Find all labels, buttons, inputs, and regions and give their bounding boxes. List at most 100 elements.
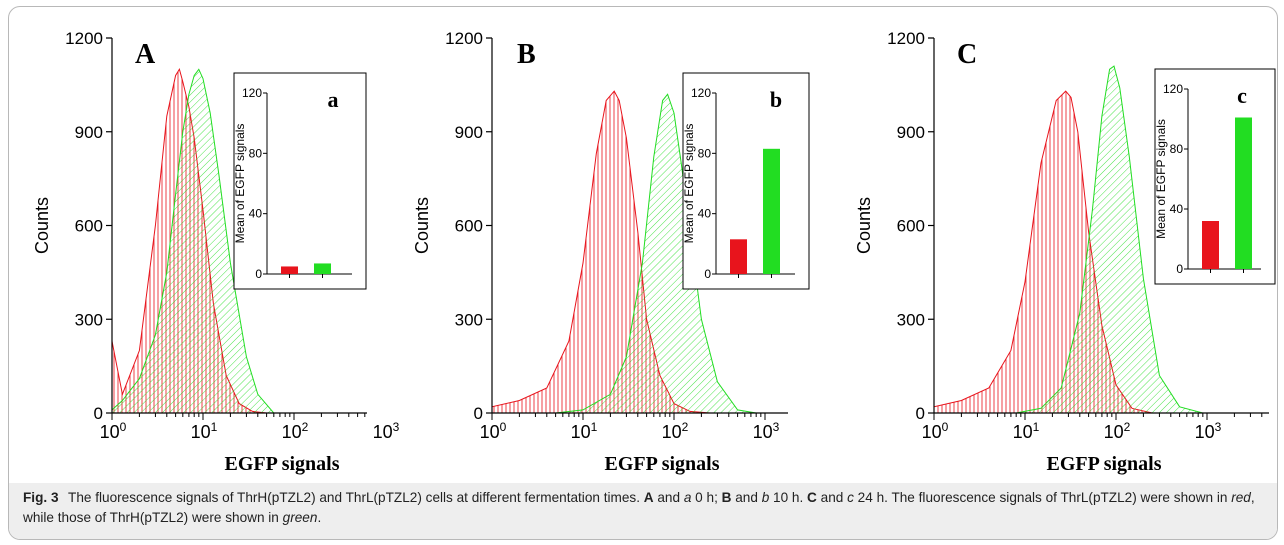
figure-caption: Fig. 3 The fluorescence signals of ThrH(…: [9, 483, 1277, 539]
inset-y-tick-label: 80: [1170, 142, 1184, 156]
x-tick-exponent: 0: [500, 420, 507, 434]
y-tick-label: 300: [455, 310, 483, 329]
series-green-histogram: [1016, 65, 1203, 414]
inset-y-tick-label: 40: [1170, 202, 1184, 216]
caption-fragment: c: [847, 490, 854, 505]
x-tick-exponent: 0: [120, 420, 127, 434]
panel-letter: A: [135, 39, 156, 70]
series-green-histogram: [111, 68, 275, 414]
y-axis-title: Counts: [412, 197, 432, 254]
inset-y-tick-label: 120: [242, 86, 262, 100]
inset-c: 0 40 80 120 Mean of EGFP signals c: [1154, 68, 1276, 285]
x-tick-exponent: 3: [773, 420, 780, 434]
inset-bar-green: [314, 263, 331, 274]
y-tick-label: 900: [897, 123, 925, 142]
x-tick-base: 10: [1195, 422, 1215, 442]
y-tick-label: 600: [455, 217, 483, 236]
x-tick-exponent: 1: [591, 420, 598, 434]
inset-bar-green: [763, 148, 780, 274]
x-tick-exponent: 3: [1215, 420, 1222, 434]
caption-fragment: B: [721, 490, 732, 505]
inset-bar-red: [281, 266, 298, 274]
inset-letter: c: [1237, 83, 1247, 108]
y-tick-label: 1200: [887, 29, 925, 48]
x-axis-title: EGFP signals: [1046, 453, 1161, 475]
caption-fragment: A: [643, 490, 654, 505]
x-tick-base: 10: [571, 422, 591, 442]
inset-y-tick-label: 40: [698, 207, 712, 221]
caption-label: Fig. 3: [23, 490, 59, 505]
caption-fragment: and: [731, 490, 762, 505]
inset-bar-green: [1235, 117, 1252, 269]
inset-bar-red: [1202, 221, 1219, 269]
caption-fragment: .: [317, 510, 322, 525]
x-tick-exponent: 2: [1124, 420, 1131, 434]
x-tick-exponent: 2: [302, 420, 309, 434]
inset-b: 0 40 80 120 Mean of EGFP signals b: [682, 72, 810, 290]
inset-letter: a: [328, 87, 339, 112]
caption-text: The fluorescence signals of ThrH(pTZL2) …: [23, 490, 1255, 525]
inset-y-tick-label: 120: [691, 86, 711, 100]
panel-letter: B: [517, 39, 536, 70]
x-tick-label: 102: [282, 420, 309, 442]
x-tick-label: 100: [922, 420, 949, 442]
x-tick-base: 10: [1104, 422, 1124, 442]
x-tick-base: 10: [100, 422, 120, 442]
inset-y-axis-title: Mean of EGFP signals: [1154, 119, 1168, 239]
x-tick-label: 103: [753, 420, 780, 442]
y-axis-title: Counts: [854, 197, 874, 254]
y-tick-label: 300: [75, 310, 103, 329]
x-tick-base: 10: [922, 422, 942, 442]
x-tick-base: 10: [191, 422, 211, 442]
y-axis-title: Counts: [32, 197, 52, 254]
y-tick-label: 1200: [445, 29, 483, 48]
y-tick-label: 300: [897, 310, 925, 329]
inset-y-tick-label: 0: [1176, 262, 1183, 276]
x-tick-exponent: 0: [942, 420, 949, 434]
caption-fragment: 10 h.: [769, 490, 808, 505]
inset-y-tick-label: 0: [704, 267, 711, 281]
caption-fragment: red: [1231, 490, 1251, 505]
inset-y-axis-title: Mean of EGFP signals: [682, 124, 696, 244]
x-tick-base: 10: [480, 422, 500, 442]
x-tick-exponent: 1: [211, 420, 218, 434]
caption-fragment: a: [683, 490, 692, 505]
series-green-histogram: [555, 93, 757, 414]
inset-y-tick-label: 40: [249, 207, 263, 221]
x-tick-label: 101: [1013, 420, 1040, 442]
x-tick-label: 101: [191, 420, 218, 442]
y-tick-label: 0: [94, 404, 103, 423]
y-tick-label: 900: [455, 123, 483, 142]
x-tick-base: 10: [1013, 422, 1033, 442]
x-tick-label: 100: [100, 420, 127, 442]
inset-frame: [233, 72, 367, 290]
x-tick-exponent: 1: [1033, 420, 1040, 434]
x-tick-label: 103: [1195, 420, 1222, 442]
x-tick-base: 10: [373, 422, 393, 442]
caption-fragment: and: [816, 490, 848, 505]
caption-fragment: C: [807, 490, 817, 505]
x-axis-title: EGFP signals: [604, 453, 719, 475]
inset-y-tick-label: 80: [698, 146, 712, 160]
caption-fragment: The fluorescence signals of ThrH(pTZL2) …: [68, 490, 644, 505]
x-tick-exponent: 3: [393, 420, 400, 434]
y-tick-label: 0: [916, 404, 925, 423]
y-tick-label: 0: [474, 404, 483, 423]
x-tick-base: 10: [662, 422, 682, 442]
x-tick-label: 102: [662, 420, 689, 442]
inset-y-axis-title: Mean of EGFP signals: [233, 124, 247, 244]
caption-fragment: 0 h;: [691, 490, 722, 505]
x-tick-base: 10: [753, 422, 773, 442]
x-axis-title: EGFP signals: [224, 453, 339, 475]
x-tick-label: 103: [373, 420, 400, 442]
panel-letter: C: [957, 39, 977, 70]
inset-a: 0 40 80 120 Mean of EGFP signals a: [233, 72, 367, 290]
x-tick-base: 10: [282, 422, 302, 442]
y-tick-label: 900: [75, 123, 103, 142]
x-tick-exponent: 2: [682, 420, 689, 434]
x-tick-label: 102: [1104, 420, 1131, 442]
